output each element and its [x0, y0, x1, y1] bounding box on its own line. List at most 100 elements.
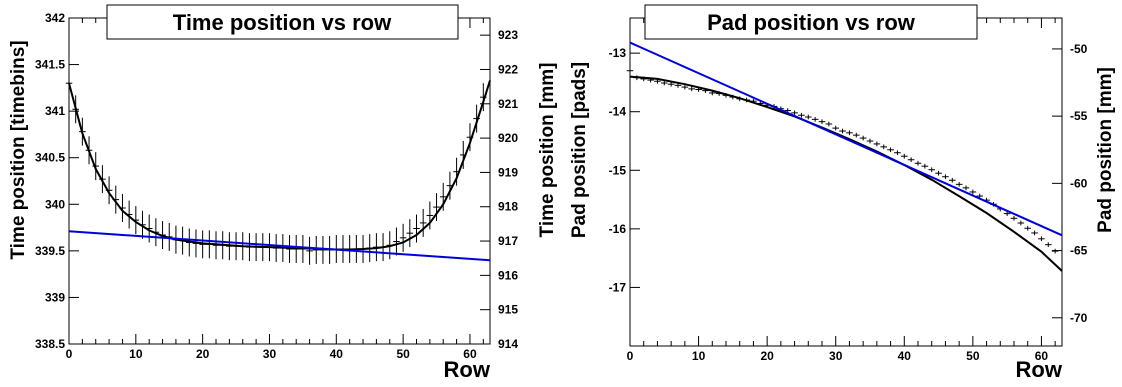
data-point — [839, 128, 846, 134]
y-tick-label: 339.5 — [35, 244, 65, 258]
time-position-panel: 0 10 20 30 40 50 60 338.5 339 339.5 340 340.5 341 341… — [8, 4, 558, 382]
data-point — [399, 223, 407, 252]
y-tick-label: 342 — [45, 11, 65, 25]
data-point — [439, 182, 447, 211]
data-point — [667, 81, 675, 87]
axis-ticks: 0 10 20 30 40 50 60 -13 -14 -15 -16 -17 -50 -55 -60 -65… — [609, 18, 1088, 363]
data-point — [1044, 242, 1052, 248]
chart-title-box — [106, 4, 459, 40]
y-tick-label: -13 — [609, 46, 627, 60]
data-point — [942, 174, 949, 180]
data-point — [312, 235, 320, 264]
y2-tick-label: 921 — [498, 97, 518, 111]
y2-tick-label: -65 — [1070, 244, 1088, 258]
x-tick-label: 30 — [829, 349, 843, 363]
y-tick-label: -14 — [609, 105, 627, 119]
data-point — [426, 201, 434, 230]
data-point — [907, 157, 915, 163]
x-tick-label: 20 — [760, 349, 774, 363]
plot-frame — [68, 17, 491, 345]
polynomial-fit-curve — [629, 75, 1063, 272]
y-tick-label: 341 — [45, 104, 65, 118]
x-tick-label: 0 — [66, 347, 73, 361]
pad-position-panel: 0 10 20 30 40 50 60 -13 -14 -15 -16 -17 -50 -55 -60 -65… — [569, 4, 1116, 382]
plot-marks — [65, 69, 491, 265]
y2-tick-label: 923 — [498, 28, 518, 42]
data-point — [866, 138, 874, 144]
data-point — [626, 68, 634, 74]
data-point — [900, 153, 908, 159]
data-point — [969, 189, 977, 195]
x-axis-title: Row — [1016, 357, 1063, 382]
y-axis-title: Pad position [pads] — [569, 62, 590, 238]
linear-fit-line — [68, 230, 491, 262]
data-point — [962, 185, 970, 191]
data-point — [887, 147, 894, 153]
y-tick-label: 339 — [45, 290, 65, 304]
x-tick-label: 40 — [330, 347, 344, 361]
data-point — [1003, 211, 1011, 216]
data-point — [433, 193, 440, 222]
x-tick-label: 10 — [129, 347, 143, 361]
data-point — [393, 227, 400, 256]
data-point — [955, 182, 963, 187]
y-tick-label: 340 — [45, 197, 65, 211]
data-point — [832, 125, 840, 131]
data-point — [1051, 248, 1059, 254]
data-point — [419, 208, 427, 237]
plot-marks — [626, 41, 1063, 272]
data-point — [688, 86, 696, 92]
y2-tick-label: 922 — [498, 62, 518, 76]
data-point — [811, 116, 819, 122]
data-point — [935, 170, 942, 176]
x-tick-label: 50 — [396, 347, 410, 361]
data-point — [1024, 225, 1032, 231]
data-point — [660, 80, 668, 86]
data-point — [1010, 215, 1018, 221]
data-point — [1017, 220, 1025, 226]
y2-tick-label: 918 — [498, 200, 518, 214]
y-tick-label: 338.5 — [35, 337, 65, 351]
chart-title-box — [644, 4, 978, 40]
y2-tick-label: -55 — [1070, 109, 1088, 123]
x-tick-label: 0 — [627, 349, 634, 363]
data-point — [846, 130, 853, 136]
data-point — [880, 144, 888, 150]
y2-tick-label: -70 — [1070, 311, 1088, 325]
data-point — [873, 141, 881, 147]
y-tick-label: -17 — [609, 280, 627, 294]
data-point — [894, 150, 901, 156]
data-point — [818, 119, 826, 125]
y-axis-title: Time position [timebins] — [8, 40, 29, 259]
data-point — [413, 214, 420, 243]
linear-fit-line — [629, 41, 1063, 237]
data-point — [681, 84, 689, 90]
chart-title: Pad position vs row — [707, 10, 916, 35]
y2-tick-label: -60 — [1070, 176, 1088, 190]
y2-tick-label: 915 — [498, 303, 518, 317]
data-point — [825, 121, 833, 127]
x-tick-label: 40 — [898, 349, 912, 363]
y2-tick-label: 919 — [498, 165, 518, 179]
polynomial-fit-curve — [68, 80, 491, 251]
y-tick-label: -16 — [609, 222, 627, 236]
y-tick-label: 340.5 — [35, 151, 65, 165]
x-tick-label: 30 — [263, 347, 277, 361]
data-point — [306, 236, 313, 265]
data-point — [798, 112, 805, 118]
y2-tick-label: 920 — [498, 131, 518, 145]
y-tick-label: -15 — [609, 163, 627, 177]
y2-tick-label: 917 — [498, 234, 518, 248]
data-point — [852, 132, 860, 138]
y2-axis-title: Pad position [mm] — [1095, 67, 1116, 233]
data-point — [928, 167, 936, 173]
data-point — [791, 110, 798, 116]
data-point — [286, 235, 293, 263]
y2-tick-label: 916 — [498, 268, 518, 282]
y2-tick-label: -50 — [1070, 42, 1088, 56]
x-tick-label: 20 — [196, 347, 210, 361]
data-point — [1031, 230, 1038, 236]
data-point — [804, 114, 812, 120]
data-point — [859, 135, 867, 141]
